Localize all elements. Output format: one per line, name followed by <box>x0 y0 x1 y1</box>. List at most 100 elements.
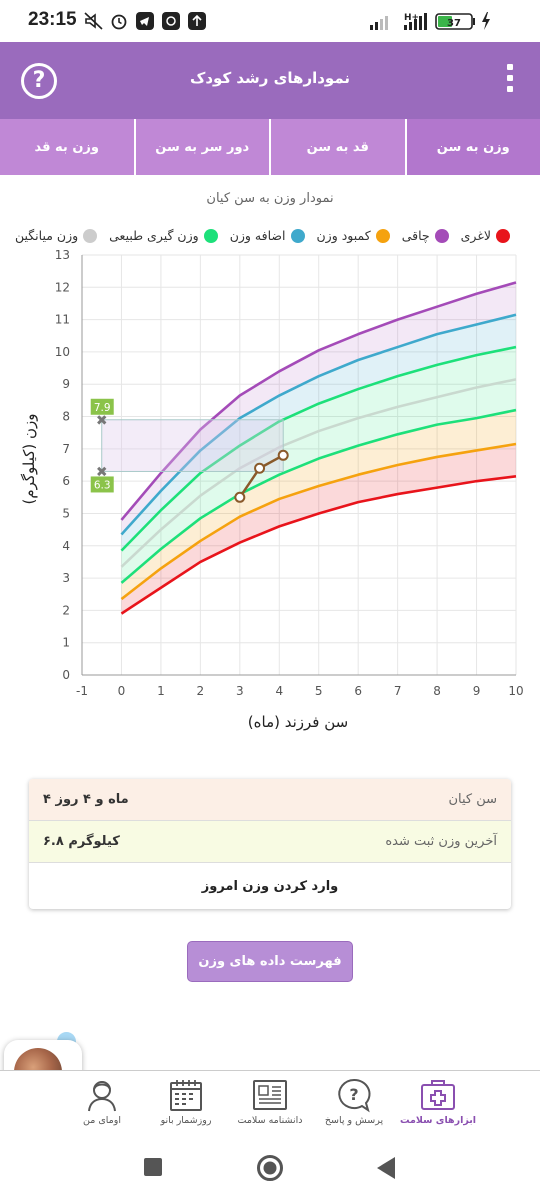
x-tick-label: 2 <box>197 684 205 698</box>
weight-data-list-button[interactable]: فهرست داده های وزن کیان <box>187 941 353 1008</box>
series-line <box>120 408 517 584</box>
age-label: سن کیان <box>448 792 497 807</box>
signal-icon-2 <box>404 13 427 30</box>
chart-grid <box>81 254 517 676</box>
reference-badge <box>90 476 114 493</box>
y-tick-label: 10 <box>55 345 70 359</box>
nav-my-profile[interactable]: اومای من <box>60 1071 144 1133</box>
y-axis-label: وزن (کیلوگرم) <box>20 413 38 504</box>
tab-weight-for-age[interactable]: وزن به سن <box>404 119 540 175</box>
series-line <box>120 345 517 552</box>
nav-label: اومای من <box>83 1115 121 1126</box>
chart-title: نمودار وزن به سن کیان <box>206 191 334 206</box>
chart-band <box>121 314 517 551</box>
status-time: 23:15 <box>28 9 77 30</box>
chart-tabs: وزن به سن قد به سن دور سر به سن وزن به ق… <box>0 119 540 175</box>
app-bar: ? نمودارهای رشد کودک <box>0 42 540 119</box>
x-tick-label: 0 <box>118 684 126 698</box>
recent-apps-icon[interactable] <box>143 1157 163 1177</box>
legend-color-dot <box>83 228 98 243</box>
home-icon[interactable] <box>256 1154 284 1182</box>
x-tick-label: 8 <box>433 684 441 698</box>
upload-notification-icon <box>188 12 206 30</box>
tab-weight-for-height[interactable]: وزن به قد <box>34 139 100 155</box>
bottom-navigation: ابزارهای سلامت ? پرسش و پاسخ دانشنامه سل… <box>0 1070 540 1133</box>
y-tick-label: 13 <box>55 248 70 262</box>
child-weight-point <box>254 462 266 474</box>
newspaper-icon <box>253 1080 287 1110</box>
legend-label: لاغری <box>460 228 491 243</box>
y-tick-label: 0 <box>62 668 70 682</box>
series-line <box>120 313 517 536</box>
chart-reference: ✖7.9✖6.3 <box>90 398 284 493</box>
y-tick-label: 8 <box>62 410 70 424</box>
svg-text:?: ? <box>349 1085 358 1104</box>
nav-lady-calendar[interactable]: روزشمار بانو <box>144 1071 228 1133</box>
x-tick-label: 10 <box>508 684 523 698</box>
app-notification-icon <box>162 12 180 30</box>
nav-health-encyclopedia[interactable]: دانشنامه سلامت <box>228 1071 312 1133</box>
reference-marker-icon: ✖ <box>96 413 108 429</box>
series-line <box>120 475 517 615</box>
legend-color-dot <box>290 228 305 243</box>
tab-height-for-age[interactable]: قد به سن <box>269 119 405 175</box>
series-line <box>120 378 517 568</box>
legend-label: اضافه وزن <box>229 228 286 243</box>
help-button[interactable]: ? <box>21 63 57 99</box>
last-weight-value: ۶.۸ کیلوگرم <box>43 834 120 849</box>
legend-color-dot <box>375 228 390 243</box>
tab-head-circumference-for-age[interactable]: دور سر به سن <box>133 119 270 175</box>
legend-color-dot <box>496 228 510 243</box>
age-row: سن کیان ۴ ماه و ۴ روز <box>29 779 511 821</box>
chart-band <box>121 410 517 600</box>
svg-text:37: 37 <box>447 18 461 29</box>
series-line <box>120 281 517 521</box>
age-value: ۴ ماه و ۴ روز <box>43 792 129 807</box>
x-tick-label: 4 <box>275 684 283 698</box>
legend-item[interactable]: اضافه وزن <box>230 228 305 243</box>
more-menu-icon[interactable] <box>504 64 516 98</box>
charging-icon <box>482 12 490 30</box>
last-weight-label: آخرین وزن ثبت شده <box>385 834 497 849</box>
legend-item[interactable]: کمبود وزن <box>317 228 390 243</box>
legend-item[interactable]: لاغری <box>461 228 510 243</box>
reference-badge-label: 6.3 <box>94 479 111 491</box>
y-tick-label: 4 <box>62 539 70 553</box>
legend-label: وزن گیری طبیعی <box>109 228 199 243</box>
series-line <box>120 442 517 601</box>
network-type: H+ <box>404 13 419 23</box>
legend-item[interactable]: چاقی <box>402 228 449 243</box>
reference-badge <box>90 398 114 415</box>
calendar-icon <box>170 1080 202 1111</box>
chart-child-points <box>234 449 289 503</box>
legend-label: کمبود وزن <box>316 228 371 243</box>
mute-icon <box>84 12 103 30</box>
y-tick-label: 2 <box>62 603 70 617</box>
nav-label: ابزارهای سلامت <box>399 1115 477 1126</box>
signal-icon <box>370 16 388 30</box>
alarm-icon <box>111 14 127 30</box>
x-tick-label: 9 <box>473 684 481 698</box>
legend-label: چاقی <box>401 228 430 243</box>
nav-health-tools[interactable]: ابزارهای سلامت <box>396 1071 480 1133</box>
nav-label: دانشنامه سلامت <box>237 1115 303 1126</box>
y-tick-label: 7 <box>62 442 70 456</box>
reference-box <box>101 419 284 472</box>
legend-item[interactable]: وزن گیری طبیعی <box>109 228 218 243</box>
nav-questions-answers[interactable]: ? پرسش و پاسخ <box>312 1071 396 1133</box>
legend-item[interactable]: وزن میانگین <box>14 228 98 243</box>
reference-badge-label: 7.9 <box>94 402 111 414</box>
chart-legend: لاغری چاقی کمبود وزن اضافه وزن وزن گیری … <box>15 228 510 243</box>
status-right-icons: H+ 37 <box>370 12 490 30</box>
child-weight-point <box>277 449 289 461</box>
last-weight-row: آخرین وزن ثبت شده ۶.۸ کیلوگرم <box>29 821 511 863</box>
x-tick-label: 3 <box>236 684 244 698</box>
enter-today-weight-button[interactable]: وارد کردن وزن امروز <box>201 878 339 894</box>
legend-label: وزن میانگین <box>14 228 79 243</box>
back-icon[interactable] <box>375 1156 397 1180</box>
nav-label: پرسش و پاسخ <box>324 1115 384 1126</box>
chart-band <box>121 282 517 535</box>
reference-marker-icon: ✖ <box>96 464 108 480</box>
status-bar: 23:15 H+ 37 <box>0 0 540 42</box>
